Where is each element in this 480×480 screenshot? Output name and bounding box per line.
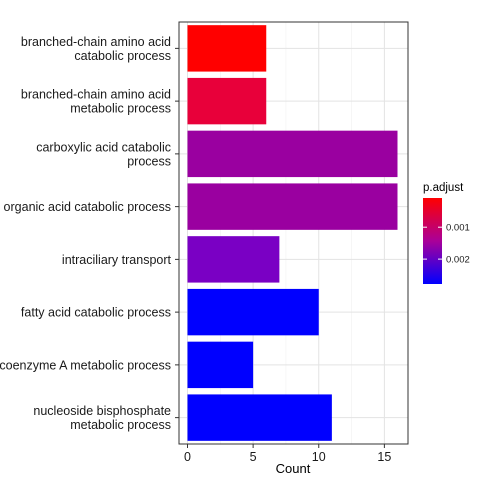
- bar: [187, 394, 332, 441]
- category-label: fatty acid catabolic process: [21, 306, 171, 320]
- x-axis-ticks: 0 5 10 15: [184, 444, 391, 464]
- bar: [187, 341, 254, 389]
- legend: p.adjust 0.001 0.002: [423, 182, 470, 284]
- bar: [187, 288, 319, 336]
- category-label: branched-chain amino acid catabolic proce…: [21, 35, 171, 63]
- x-tick-label: 5: [250, 450, 257, 464]
- category-label: organic acid catabolic process: [4, 200, 171, 214]
- bar: [187, 130, 398, 178]
- legend-colorbar: [423, 198, 442, 284]
- bar: [187, 77, 267, 125]
- x-tick-label: 15: [377, 450, 391, 464]
- category-label: carboxylic acid catabolic process: [36, 140, 171, 168]
- bar: [187, 25, 267, 72]
- bar: [187, 236, 280, 283]
- legend-tick-label: 0.001: [446, 223, 470, 234]
- x-axis-title: Count: [276, 461, 311, 476]
- legend-ticks: 0.001 0.002: [423, 223, 470, 266]
- legend-tick-label: 0.002: [446, 255, 470, 266]
- category-label: coenzyme A metabolic process: [0, 358, 171, 372]
- plot-panel-border: [178, 21, 409, 445]
- category-label: intraciliary transport: [62, 253, 172, 267]
- legend-title: p.adjust: [423, 182, 464, 194]
- bar: [187, 183, 398, 230]
- category-label: branched-chain amino acid metabolic proce…: [21, 88, 171, 116]
- category-labels: branched-chain amino acid catabolic proce…: [0, 35, 179, 432]
- category-label: nucleoside bisphosphate metabolic process: [33, 404, 171, 432]
- bars: [187, 25, 398, 441]
- x-tick-label: 10: [312, 450, 326, 464]
- x-tick-label: 0: [184, 450, 191, 464]
